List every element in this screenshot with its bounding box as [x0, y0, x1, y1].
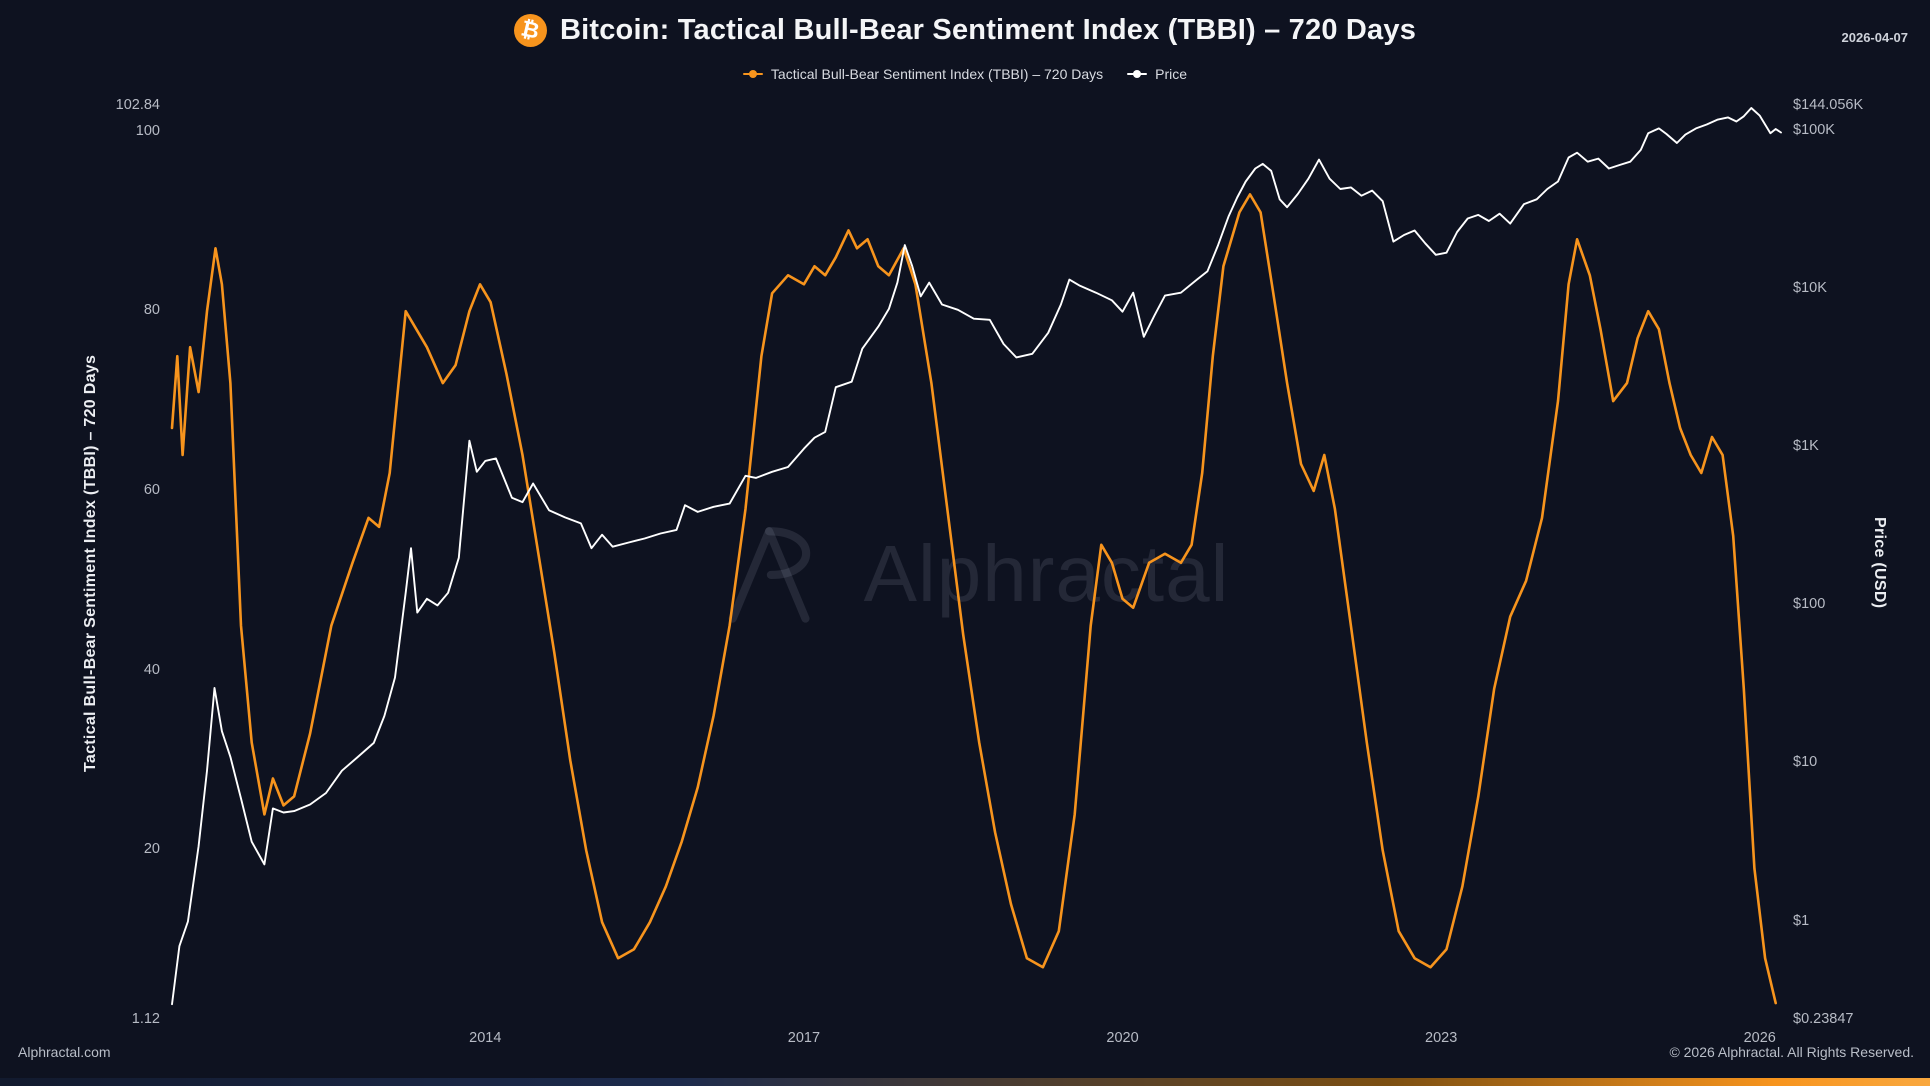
y-left-tick-label: 20	[143, 841, 160, 858]
y-right-tick-label: $0.23847	[1793, 1011, 1854, 1027]
legend-label: Price	[1155, 66, 1188, 82]
y-right-tick-label: $100K	[1793, 122, 1835, 139]
x-tick-label: 2020	[1106, 1030, 1139, 1046]
y-right-tick-label: $100	[1793, 596, 1826, 613]
x-tick-label: 2023	[1425, 1030, 1458, 1046]
footer-copyright: © 2026 Alphractal. All Rights Reserved.	[1669, 1044, 1914, 1060]
y-left-tick-label: 80	[143, 302, 160, 319]
y-right-tick-label: $1K	[1793, 438, 1819, 455]
bitcoin-symbol: ₿	[519, 15, 543, 45]
legend-item-tbbi[interactable]: Tactical Bull-Bear Sentiment Index (TBBI…	[742, 66, 1104, 82]
x-tick-label: 2026	[1743, 1030, 1776, 1046]
y-left-tick-label: 102.84	[115, 97, 160, 113]
y-right-tick-label: $10K	[1793, 280, 1827, 297]
y-left-tick-label: 1.12	[131, 1011, 160, 1027]
chart-series	[170, 107, 1782, 1006]
right-axis-ticks: $144.056K $100K $10K $1K $100 $10 $1 $0.23847	[1793, 0, 1928, 1086]
series-tbbi-line	[170, 193, 1777, 1005]
chart-title: Bitcoin: Tactical Bull-Bear Sentiment In…	[559, 14, 1417, 46]
legend-label: Tactical Bull-Bear Sentiment Index (TBBI…	[770, 66, 1104, 82]
y-left-tick-label: 60	[143, 481, 160, 498]
plot-area[interactable]: Alphractal	[170, 106, 1782, 1020]
x-tick-label: 2014	[469, 1030, 502, 1046]
y-right-tick-label: $10	[1793, 754, 1818, 771]
title-row: ₿ Bitcoin: Tactical Bull-Bear Sentiment …	[0, 14, 1930, 47]
bitcoin-icon: ₿	[513, 14, 547, 47]
left-axis-ticks: 102.84 100 80 60 40 20 1.12	[0, 0, 160, 1086]
y-right-tick-label: $1	[1793, 912, 1810, 929]
series-price-line	[171, 107, 1782, 1006]
legend: Tactical Bull-Bear Sentiment Index (TBBI…	[0, 66, 1930, 82]
chart-date: 2026-04-07	[1841, 30, 1909, 45]
bottom-gradient-bar	[0, 1078, 1930, 1086]
legend-marker-icon	[742, 70, 763, 78]
footer-site: Alphractal.com	[18, 1044, 111, 1060]
right-axis-title: Price (USD)	[1871, 517, 1888, 609]
legend-item-price[interactable]: Price	[1127, 66, 1187, 82]
y-left-tick-label: 100	[135, 122, 160, 139]
y-right-tick-label: $144.056K	[1793, 97, 1864, 113]
y-left-tick-label: 40	[143, 661, 160, 678]
x-tick-label: 2017	[787, 1030, 821, 1046]
legend-marker-icon	[1127, 70, 1148, 78]
